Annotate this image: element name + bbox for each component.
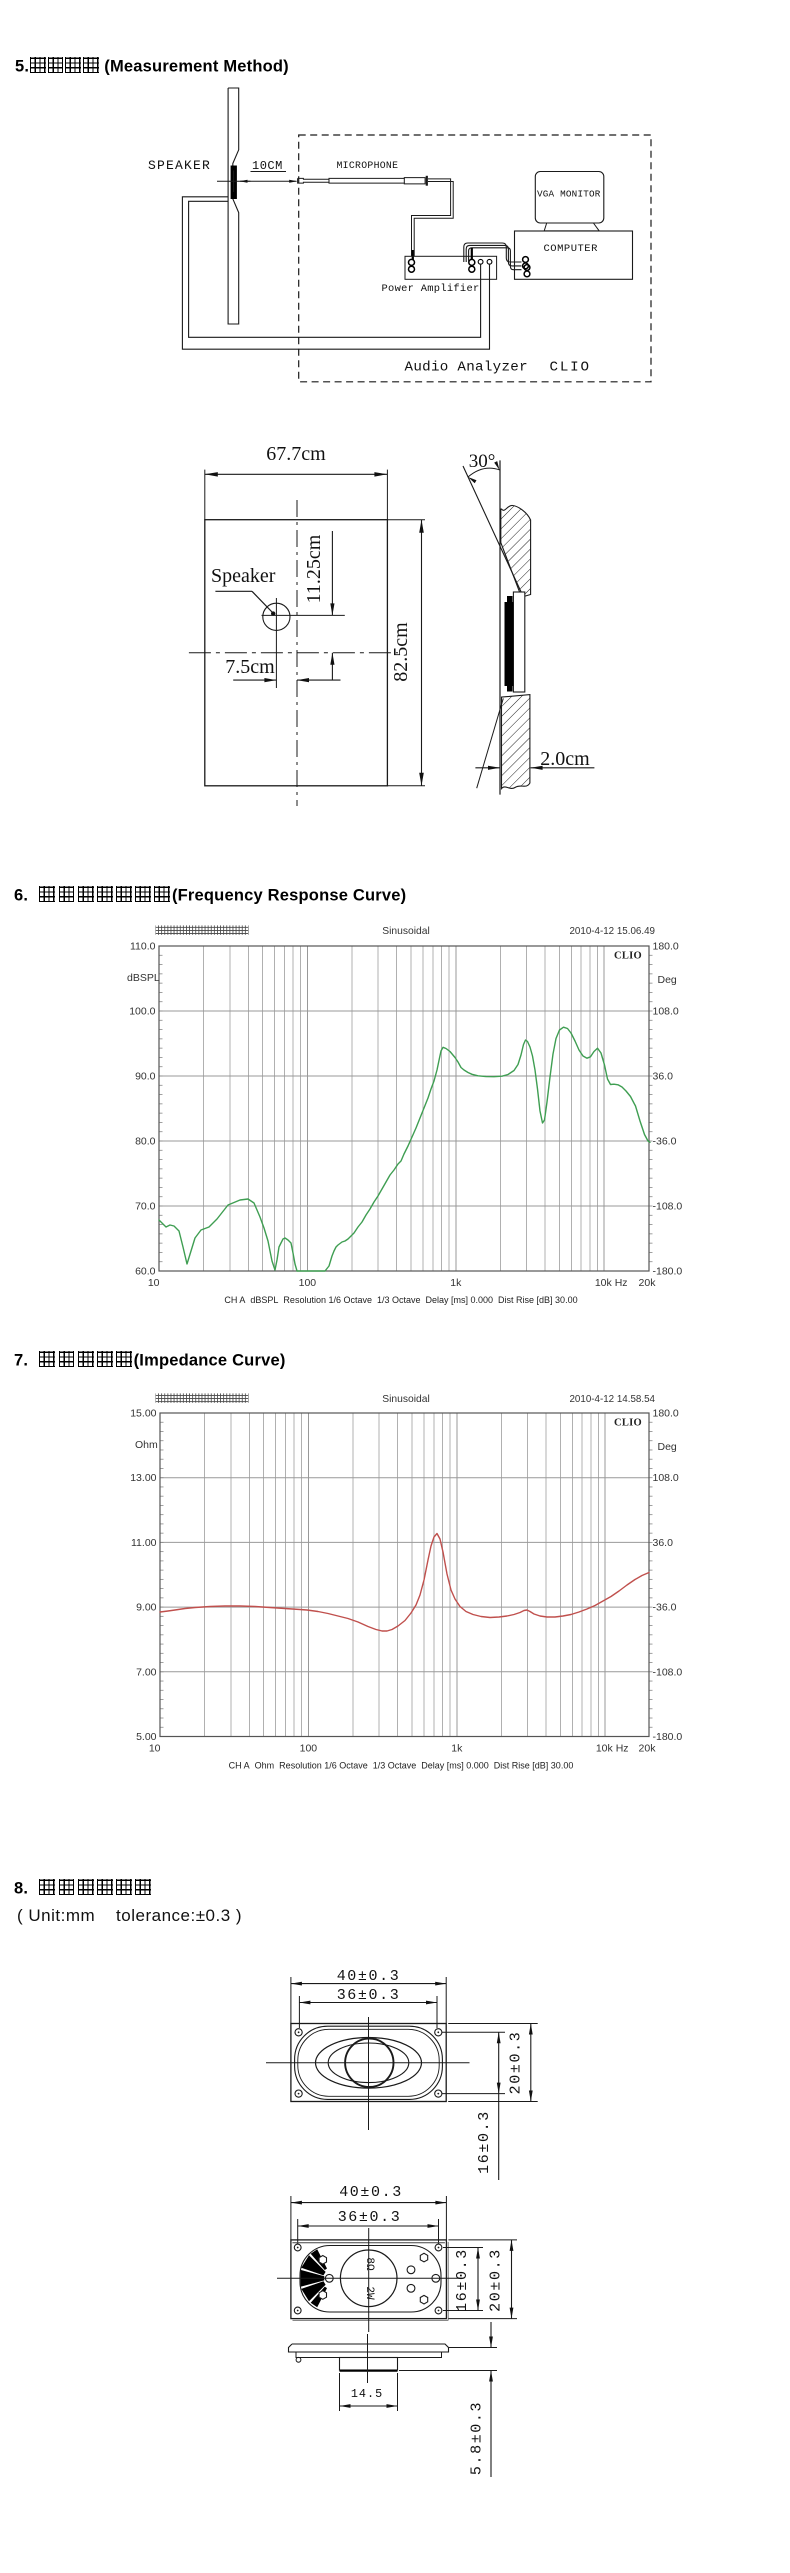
svg-text:20±0.3: 20±0.3 — [488, 2248, 505, 2312]
svg-text:CLIO: CLIO — [614, 1418, 642, 1429]
svg-text:14.5: 14.5 — [351, 2387, 383, 2401]
svg-text:10: 10 — [148, 1277, 160, 1289]
svg-text:110.0: 110.0 — [130, 941, 156, 953]
svg-text:36.0: 36.0 — [653, 1537, 674, 1549]
svg-text:Deg: Deg — [658, 974, 677, 986]
svg-text:36±0.3: 36±0.3 — [338, 2209, 402, 2226]
svg-text:40±0.3: 40±0.3 — [337, 1968, 401, 1985]
svg-text:7.00: 7.00 — [136, 1666, 157, 1678]
svg-text:10k Hz: 10k Hz — [596, 1743, 629, 1755]
svg-text:30°: 30° — [469, 451, 496, 472]
svg-text:100: 100 — [299, 1277, 317, 1289]
svg-text:MICROPHONE: MICROPHONE — [337, 160, 399, 171]
svg-text:CLIO: CLIO — [614, 951, 642, 962]
svg-text:Sinusoidal: Sinusoidal — [382, 926, 430, 937]
svg-text:-180.0: -180.0 — [653, 1731, 683, 1743]
svg-text:67.7cm: 67.7cm — [266, 443, 326, 465]
svg-text:-108.0: -108.0 — [653, 1201, 683, 1213]
svg-text:1k: 1k — [451, 1743, 463, 1755]
svg-text:-36.0: -36.0 — [653, 1136, 677, 1148]
svg-text:Sinusoidal: Sinusoidal — [382, 1394, 430, 1405]
svg-text:180.0: 180.0 — [653, 1408, 679, 1420]
svg-text:-36.0: -36.0 — [653, 1602, 677, 1614]
svg-text:13.00: 13.00 — [130, 1472, 156, 1484]
svg-text:1k: 1k — [450, 1277, 462, 1289]
svg-text:Speaker: Speaker — [211, 565, 276, 587]
svg-text:10: 10 — [149, 1743, 161, 1755]
svg-text:5.8±0.3: 5.8±0.3 — [469, 2401, 486, 2475]
svg-text:60.0: 60.0 — [135, 1266, 156, 1278]
svg-text:2.0cm: 2.0cm — [540, 748, 590, 770]
svg-text:2010-4-12 14.58.54: 2010-4-12 14.58.54 — [569, 1394, 655, 1405]
svg-text:CH A dBSPL Resolution 1/6 Oc: CH A dBSPL Resolution 1/6 Octave 1/3 Oct… — [224, 1295, 577, 1305]
svg-text:80.0: 80.0 — [135, 1136, 156, 1148]
svg-text:70.0: 70.0 — [135, 1201, 156, 1213]
svg-text:9.00: 9.00 — [136, 1602, 157, 1614]
svg-text:15.00: 15.00 — [130, 1408, 156, 1420]
svg-text:82.5cm: 82.5cm — [390, 622, 412, 682]
svg-text:11.25cm: 11.25cm — [303, 534, 325, 603]
svg-text:10k Hz: 10k Hz — [595, 1277, 628, 1289]
svg-text:-180.0: -180.0 — [653, 1266, 683, 1278]
svg-text:180.0: 180.0 — [653, 941, 679, 953]
svg-text:36.0: 36.0 — [653, 1071, 674, 1083]
svg-text:-108.0: -108.0 — [653, 1666, 683, 1678]
svg-text:16±0.3: 16±0.3 — [454, 2248, 471, 2312]
svg-text:COMPUTER: COMPUTER — [544, 243, 599, 255]
svg-text:10CM: 10CM — [252, 159, 283, 173]
svg-text:Audio Analyzer: Audio Analyzer — [405, 360, 528, 376]
svg-text:20±0.3: 20±0.3 — [508, 2031, 525, 2095]
svg-text:VGA MONITOR: VGA MONITOR — [537, 189, 601, 200]
svg-text:7.5cm: 7.5cm — [225, 656, 275, 678]
svg-text:16±0.3: 16±0.3 — [476, 2110, 493, 2174]
svg-text:108.0: 108.0 — [653, 1472, 679, 1484]
svg-text:40±0.3: 40±0.3 — [339, 2184, 403, 2201]
svg-text:Deg: Deg — [658, 1441, 677, 1453]
svg-text:100.0: 100.0 — [129, 1006, 155, 1018]
svg-text:2010-4-12 15.06.49: 2010-4-12 15.06.49 — [569, 926, 655, 937]
svg-text:dBSPL: dBSPL — [127, 972, 160, 984]
svg-text:SPEAKER: SPEAKER — [148, 158, 211, 173]
svg-text:5.00: 5.00 — [136, 1731, 157, 1743]
svg-text:11.00: 11.00 — [131, 1537, 157, 1549]
svg-text:100: 100 — [300, 1743, 318, 1755]
svg-text:CLIO: CLIO — [550, 360, 591, 376]
svg-text:36±0.3: 36±0.3 — [337, 1987, 401, 2004]
svg-text:CH A Ohm Resolution 1/6 Octa: CH A Ohm Resolution 1/6 Octave 1/3 Octav… — [229, 1761, 574, 1771]
svg-text:Power Amplifier: Power Amplifier — [382, 283, 480, 295]
svg-text:108.0: 108.0 — [653, 1006, 679, 1018]
svg-text:20k: 20k — [639, 1743, 657, 1755]
svg-text:90.0: 90.0 — [135, 1071, 156, 1083]
svg-text:Ohm: Ohm — [135, 1439, 158, 1451]
svg-text:20k: 20k — [639, 1277, 657, 1289]
